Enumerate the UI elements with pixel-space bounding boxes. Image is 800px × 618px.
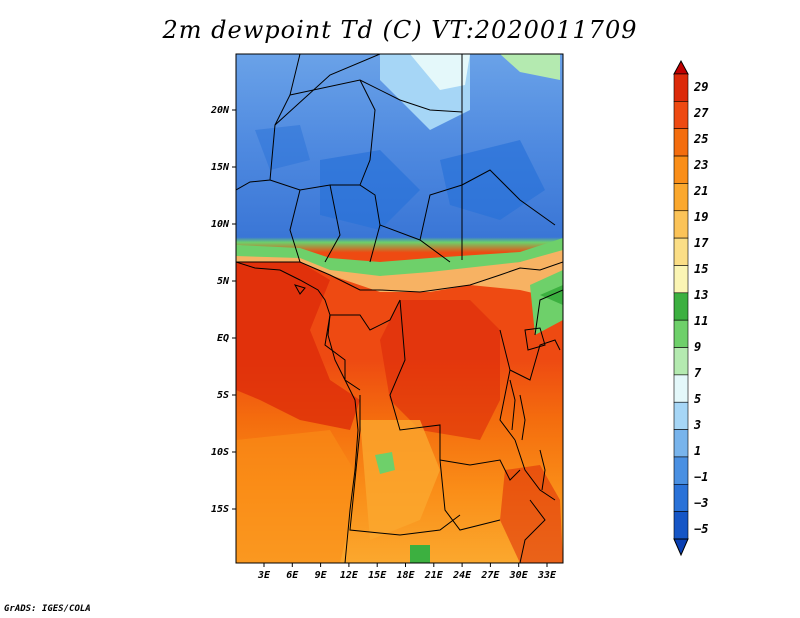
colorbar-swatch [673, 374, 689, 403]
colorbar-swatch [673, 128, 689, 157]
colorbar-label: 5 [694, 392, 701, 406]
coastline [236, 261, 359, 563]
colorbar-label: −5 [694, 522, 708, 536]
colorbar-swatch [673, 210, 689, 239]
lon-label: 15E [368, 570, 387, 581]
colorbar-label: 25 [693, 132, 708, 146]
colorbar-swatch [673, 73, 689, 102]
colorbar-top-arrow [673, 59, 689, 75]
lon-label: 33E [537, 570, 557, 581]
colorbar-label: −1 [694, 470, 708, 484]
lon-label: 9E [315, 570, 328, 581]
colorbar-label: 27 [693, 106, 709, 120]
colorbar-label: 19 [694, 210, 708, 224]
lat-label: EQ [217, 333, 229, 344]
colorbar-swatch [673, 347, 689, 376]
lon-label: 27E [480, 570, 500, 581]
colorbar-label: −3 [694, 496, 708, 510]
colorbar-label: 17 [694, 236, 709, 250]
colorbar-swatch [673, 511, 689, 540]
colorbar-label: 15 [694, 262, 708, 276]
colorbar-bottom-arrow [673, 538, 689, 557]
colorbar: 29 27 25 23 21 19 17 15 13 11 9 7 5 3 1 −1 −3 −5 [673, 59, 709, 557]
lat-label: 15N [211, 162, 230, 173]
lat-label: 10N [211, 219, 230, 230]
latitude-axis: 20N 15N 10N 5N EQ 5S 10S 15S [210, 105, 236, 515]
colorbar-label: 7 [694, 366, 702, 380]
colorbar-label: 29 [693, 80, 708, 94]
colorbar-swatch [673, 155, 689, 184]
map-title: 2m dewpoint Td (C) VT:2020011709 [162, 16, 638, 44]
colorbar-label: 23 [693, 158, 708, 172]
colorbar-swatch [673, 101, 689, 130]
lakes [509, 327, 546, 491]
grads-credit: GrADS: IGES/COLA [4, 604, 91, 614]
field-shading [236, 54, 563, 563]
lat-label: 20N [210, 105, 230, 116]
lat-label: 15S [211, 504, 229, 515]
colorbar-swatch [673, 292, 689, 321]
lon-label: 21E [424, 570, 444, 581]
country-borders [236, 54, 563, 563]
colorbar-label: 3 [693, 418, 701, 432]
colorbar-swatch [673, 265, 689, 294]
colorbar-label: 11 [694, 314, 708, 328]
colorbar-swatch [673, 483, 689, 512]
lon-label: 6E [286, 570, 299, 581]
lat-label: 5S [217, 390, 229, 401]
colorbar-swatch [673, 183, 689, 212]
longitude-axis: 3E 6E 9E 12E 15E 18E 21E 24E 27E 30E 33E [257, 563, 557, 581]
lon-label: 3E [257, 570, 271, 581]
lon-label: 18E [396, 570, 415, 581]
lon-label: 24E [452, 570, 472, 581]
lon-label: 12E [340, 570, 359, 581]
colorbar-swatch [673, 456, 689, 485]
colorbar-label: 1 [694, 444, 701, 458]
lat-label: 10S [211, 447, 229, 458]
colorbar-swatch [673, 429, 689, 458]
map-frame [235, 53, 564, 564]
colorbar-swatch [673, 237, 689, 266]
colorbar-label: 9 [694, 340, 701, 354]
colorbar-swatch [673, 319, 689, 348]
lat-label: 5N [217, 276, 230, 287]
colorbar-label: 21 [693, 184, 708, 198]
colorbar-swatch [673, 401, 689, 430]
colorbar-label: 13 [694, 288, 708, 302]
lon-label: 30E [509, 570, 529, 581]
